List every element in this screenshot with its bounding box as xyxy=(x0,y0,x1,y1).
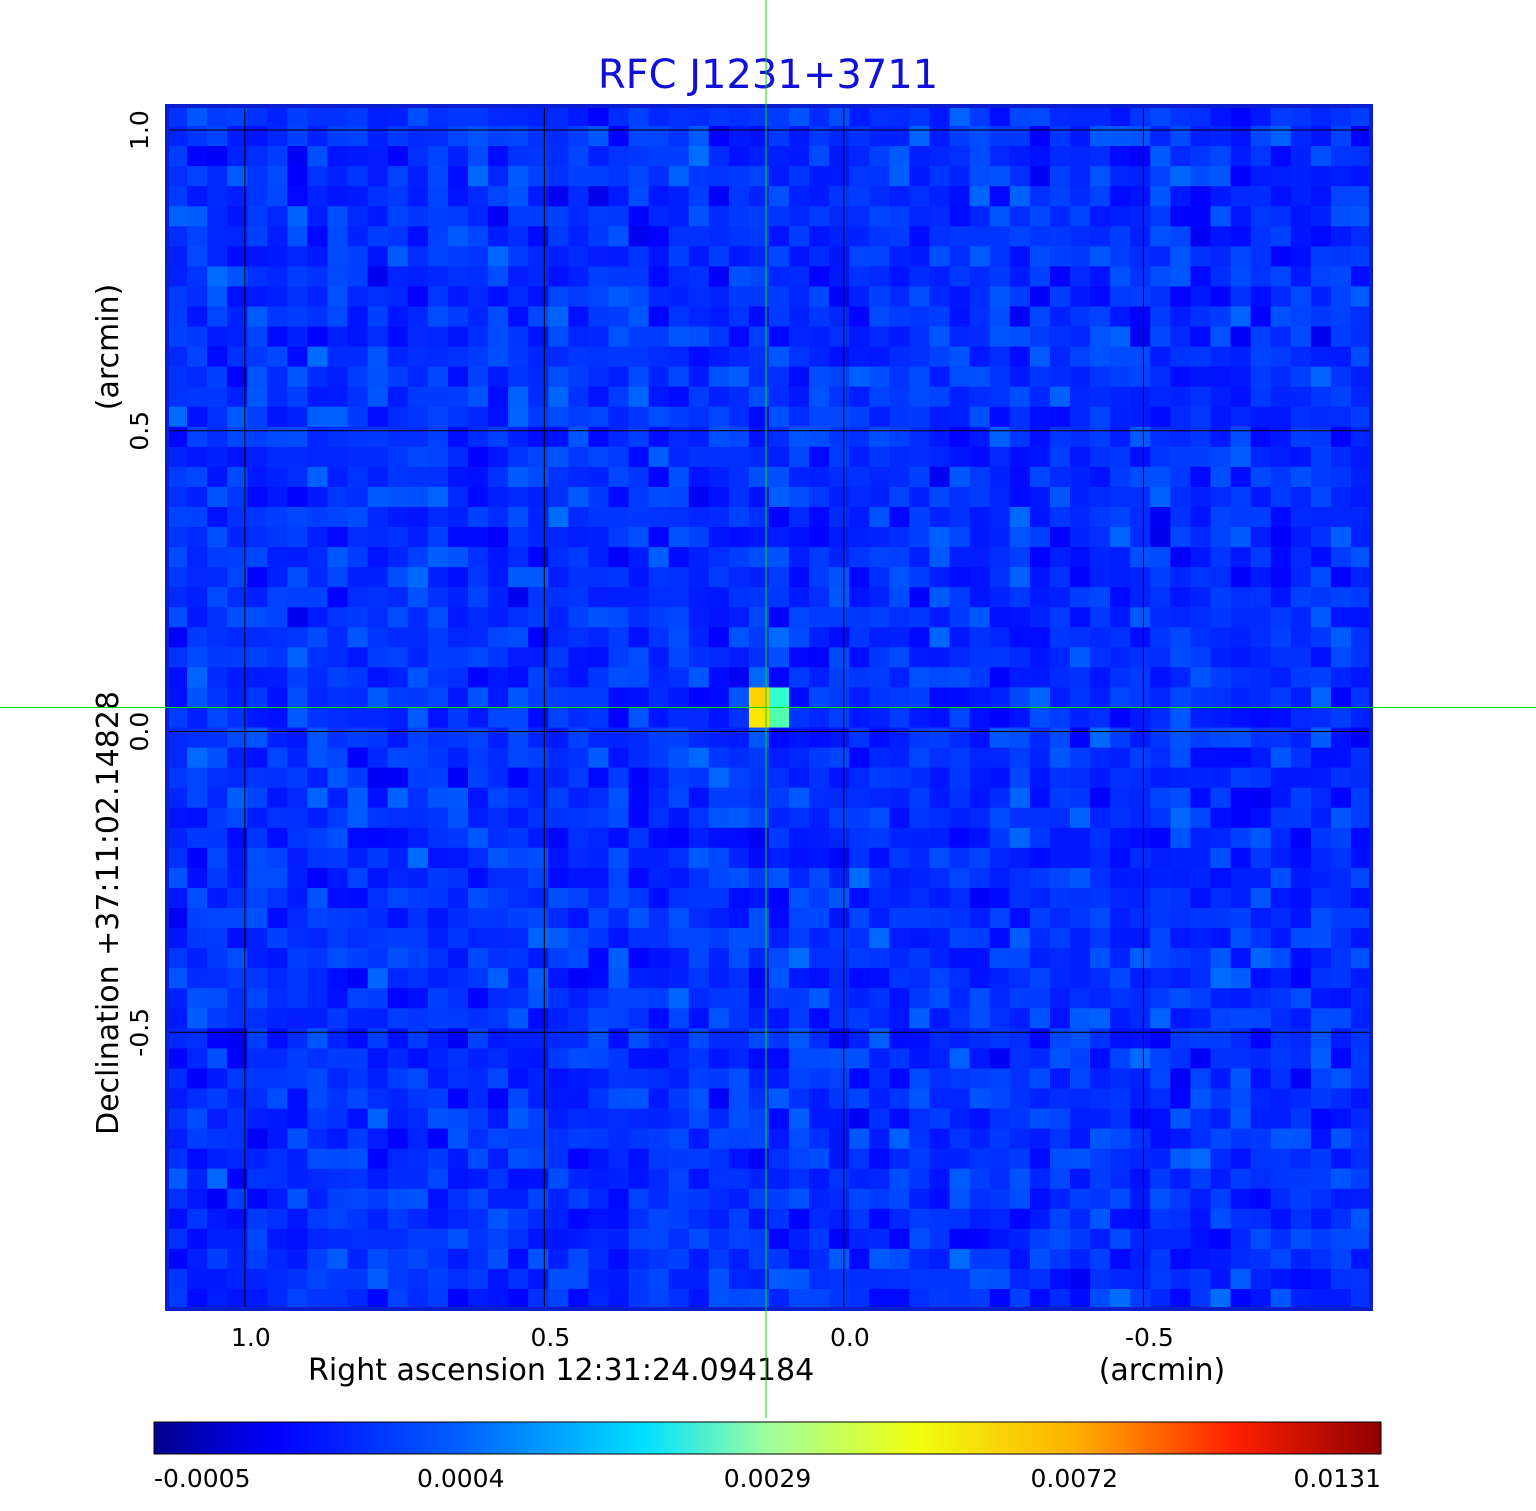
colorbar-tick-label: 0.0131 xyxy=(1294,1464,1381,1493)
colorbar-tick-label: 0.0072 xyxy=(1031,1464,1118,1493)
y-tick-label: 0.5 xyxy=(125,411,154,451)
x-tick-label: 0.5 xyxy=(530,1323,570,1352)
x-tick-labels: 1.0 0.5 0.0 -0.5 xyxy=(231,1323,1174,1352)
colorbar-tick-label: -0.0005 xyxy=(154,1464,251,1493)
chart-title: RFC J1231+3711 xyxy=(598,52,938,98)
y-tick-labels: 1.0 0.5 0.0 -0.5 xyxy=(125,110,154,1056)
colorbar-tick-label: 0.0029 xyxy=(724,1464,811,1493)
x-tick-label: 1.0 xyxy=(231,1323,271,1352)
crosshair xyxy=(0,0,1536,1418)
y-tick-label: 1.0 xyxy=(125,110,154,150)
colorbar xyxy=(153,1421,1382,1455)
y-axis-label: Declination +37:11:02.14828 xyxy=(91,691,126,1135)
x-tick-label: -0.5 xyxy=(1125,1323,1174,1352)
y-tick-label: 0.0 xyxy=(125,712,154,752)
x-axis-unit-label: (arcmin) xyxy=(1099,1353,1226,1388)
colorbar-tick-label: 0.0004 xyxy=(417,1464,504,1493)
colorbar-tick-labels: -0.0005 0.0004 0.0029 0.0072 0.0131 xyxy=(154,1464,1381,1493)
y-tick-label: -0.5 xyxy=(125,1008,154,1057)
x-axis-label: Right ascension 12:31:24.094184 xyxy=(308,1353,814,1388)
y-axis-unit-label: (arcmin) xyxy=(91,284,126,411)
heatmap-image xyxy=(167,106,1372,1310)
coordinate-grid xyxy=(167,106,1371,1309)
x-tick-label: 0.0 xyxy=(830,1323,870,1352)
